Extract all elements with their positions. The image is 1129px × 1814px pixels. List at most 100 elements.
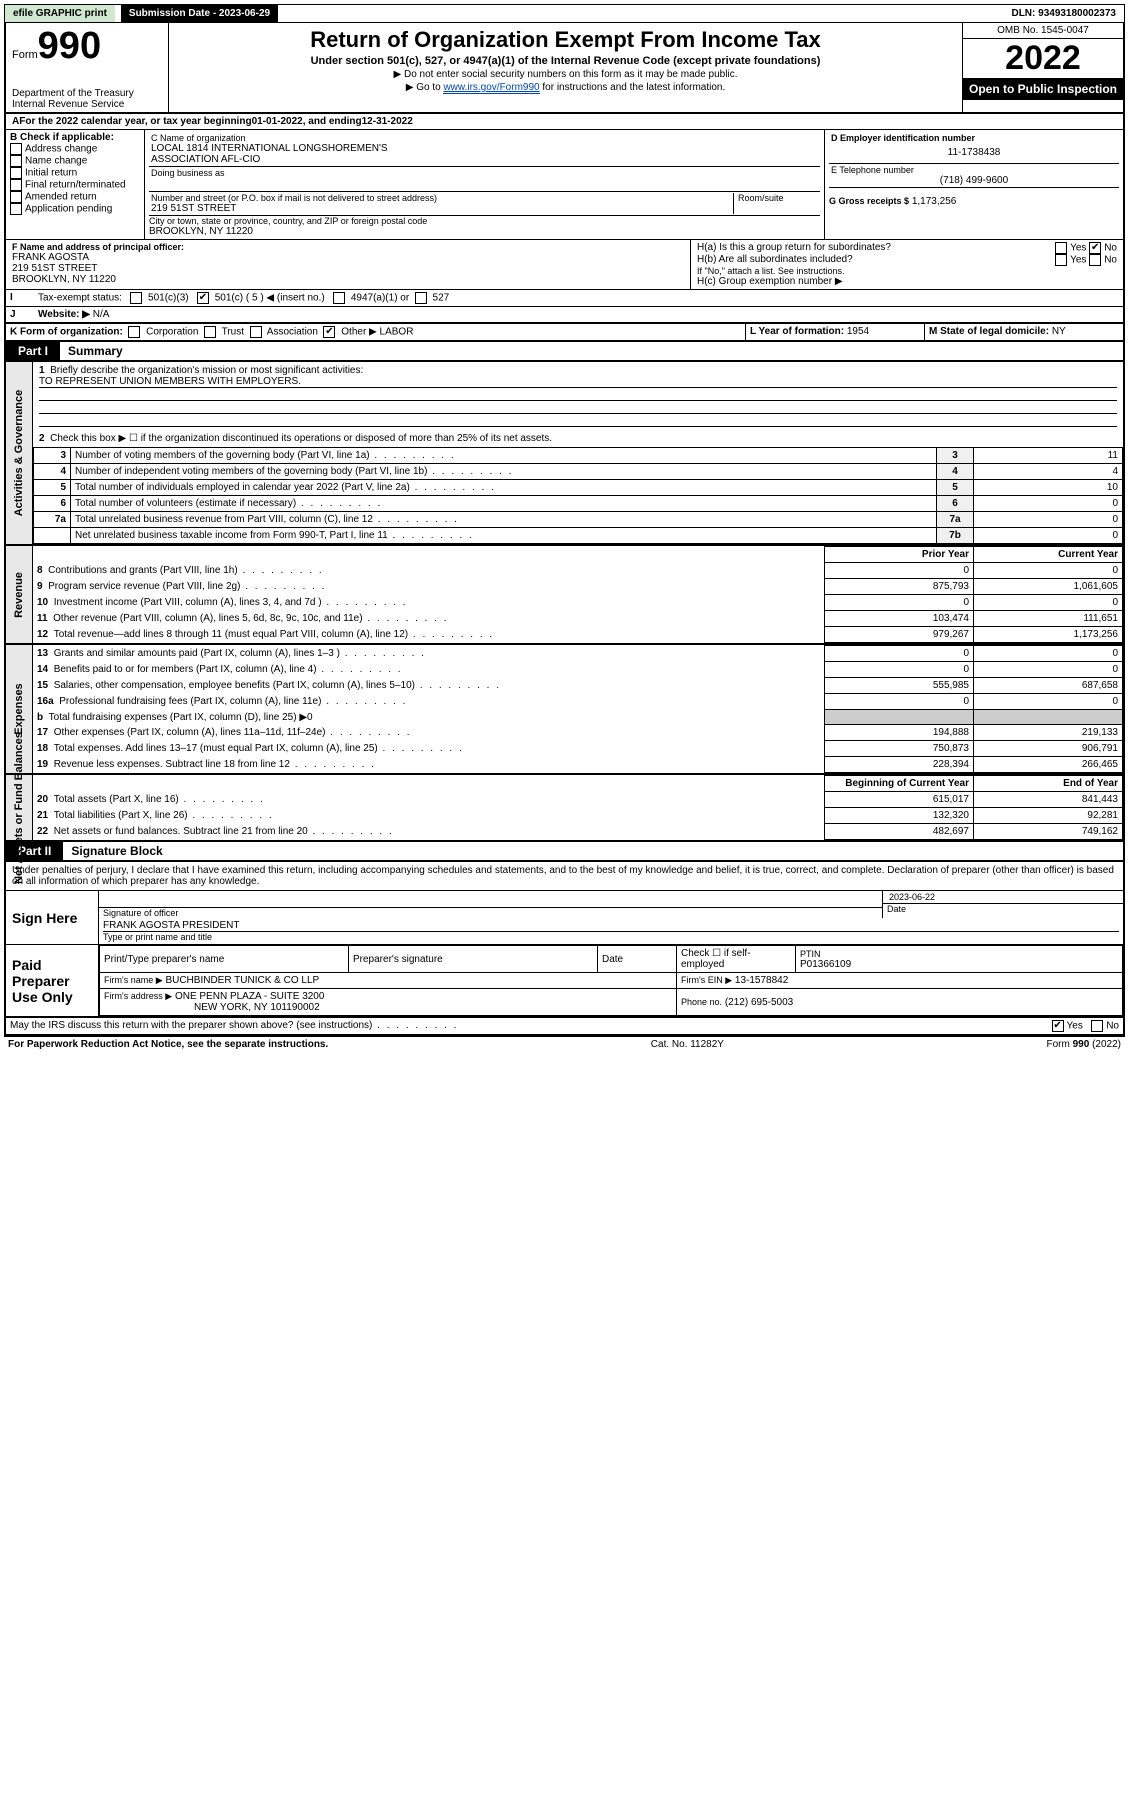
ha-no[interactable]: ✔	[1089, 242, 1101, 254]
lbl-final: Final return/terminated	[25, 180, 126, 191]
entity-block: B Check if applicable: Address change Na…	[4, 130, 1125, 240]
hb-yes[interactable]	[1055, 254, 1067, 266]
footer-left: For Paperwork Reduction Act Notice, see …	[8, 1039, 328, 1050]
chk-trust[interactable]	[204, 326, 216, 338]
irs-link[interactable]: www.irs.gov/Form990	[443, 82, 539, 94]
footer-right: Form 990 (2022)	[1047, 1039, 1121, 1050]
begin-val: 482,697	[825, 824, 974, 840]
m-val: NY	[1052, 326, 1066, 337]
part1-title: Summary	[60, 342, 131, 360]
box-b: B Check if applicable: Address change Na…	[6, 130, 145, 239]
discuss-no[interactable]	[1091, 1020, 1103, 1032]
efile-label[interactable]: efile GRAPHIC print	[5, 5, 115, 22]
period-mid: , and ending	[303, 116, 362, 127]
period-a-pre: A	[12, 116, 19, 127]
prior-val: 103,474	[825, 611, 974, 627]
l-label: L Year of formation:	[750, 326, 844, 337]
line-no: 6	[34, 496, 71, 512]
line-box: 6	[937, 496, 974, 512]
prior-val: 228,394	[825, 757, 974, 773]
part1-tab: Part I	[6, 342, 60, 360]
lbl-initial: Initial return	[25, 168, 77, 179]
exp-table: 13 Grants and similar amounts paid (Part…	[33, 645, 1123, 773]
declaration: Under penalties of perjury, I declare th…	[6, 862, 1123, 891]
lbl-pending: Application pending	[25, 204, 112, 215]
curr-val: 111,651	[974, 611, 1123, 627]
end-val: 841,443	[974, 792, 1123, 808]
line-val: 0	[974, 512, 1123, 528]
chk-4947[interactable]	[333, 292, 345, 304]
form-prefix: Form	[12, 49, 38, 61]
chk-corp[interactable]	[128, 326, 140, 338]
form-title: Return of Organization Exempt From Incom…	[179, 27, 952, 53]
curr-val: 0	[974, 563, 1123, 579]
chk-527[interactable]	[415, 292, 427, 304]
officer-addr2: BROOKLYN, NY 11220	[12, 274, 684, 285]
curr-val: 1,061,605	[974, 579, 1123, 595]
period-begin: 01-01-2022	[252, 116, 303, 127]
chk-initial[interactable]	[10, 167, 22, 179]
print-name-label: Type or print name and title	[103, 932, 1119, 942]
chk-pending[interactable]	[10, 203, 22, 215]
line-no: 4	[34, 464, 71, 480]
k-label: K Form of organization:	[10, 327, 123, 338]
c-label: C Name of organization	[151, 133, 818, 143]
line-val: 0	[974, 496, 1123, 512]
chk-other[interactable]: ✔	[323, 326, 335, 338]
dba-label: Doing business as	[151, 168, 818, 178]
chk-address[interactable]	[10, 143, 22, 155]
form-header: Form990 Department of the Treasury Inter…	[4, 23, 1125, 114]
sig-officer-label: Signature of officer	[99, 908, 882, 918]
firm-phone-label: Phone no.	[681, 997, 722, 1007]
other-val: LABOR	[380, 327, 414, 338]
chk-amended[interactable]	[10, 191, 22, 203]
net-table: Beginning of Current YearEnd of Year 20 …	[33, 775, 1123, 840]
omb-number: OMB No. 1545-0047	[963, 23, 1123, 39]
prior-val: 194,888	[825, 725, 974, 741]
h-date: Date	[598, 946, 677, 973]
firm-name-label: Firm's name ▶	[104, 975, 163, 985]
dln: DLN: 93493180002373	[1003, 5, 1124, 22]
irs-label: Internal Revenue Service	[12, 99, 162, 110]
q1: Briefly describe the organization's miss…	[50, 365, 363, 376]
chk-final[interactable]	[10, 179, 22, 191]
chk-name[interactable]	[10, 155, 22, 167]
form-subtitle: Under section 501(c), 527, or 4947(a)(1)…	[179, 55, 952, 67]
tax-status-row: I Tax-exempt status: 501(c)(3) ✔ 501(c) …	[4, 290, 1125, 307]
chk-501c[interactable]: ✔	[197, 292, 209, 304]
website-val: N/A	[93, 309, 110, 320]
ha-yes[interactable]	[1055, 242, 1067, 254]
part2-title: Signature Block	[63, 842, 170, 860]
curr-val: 0	[974, 694, 1123, 710]
line-no: 5	[34, 480, 71, 496]
line-desc: Total unrelated business revenue from Pa…	[71, 512, 937, 528]
chk-assoc[interactable]	[250, 326, 262, 338]
line-desc: Number of independent voting members of …	[71, 464, 937, 480]
begin-val: 615,017	[825, 792, 974, 808]
curr-val: 266,465	[974, 757, 1123, 773]
line-val: 4	[974, 464, 1123, 480]
discuss-yes[interactable]: ✔	[1052, 1020, 1064, 1032]
submission-date: Submission Date - 2023-06-29	[121, 5, 278, 22]
discuss-q: May the IRS discuss this return with the…	[10, 1020, 372, 1031]
tax-year: 2022	[963, 39, 1123, 78]
officer-print: FRANK AGOSTA PRESIDENT	[103, 920, 1119, 932]
q1-answer: TO REPRESENT UNION MEMBERS WITH EMPLOYER…	[39, 376, 1117, 388]
chk-501c3[interactable]	[130, 292, 142, 304]
prior-val: 0	[825, 595, 974, 611]
col-curr: Current Year	[974, 547, 1123, 563]
line-desc: Total number of individuals employed in …	[71, 480, 937, 496]
side-revenue: Revenue	[6, 546, 33, 643]
city-label: City or town, state or province, country…	[149, 216, 820, 226]
m-label: M State of legal domicile:	[929, 326, 1049, 337]
prior-val: 0	[825, 563, 974, 579]
curr-val: 906,791	[974, 741, 1123, 757]
f-label: F Name and address of principal officer:	[12, 242, 684, 252]
h-self: Check ☐ if self-employed	[677, 946, 796, 973]
prior-val: 875,793	[825, 579, 974, 595]
ssn-note: ▶ Do not enter social security numbers o…	[179, 69, 952, 80]
lbl-name-change: Name change	[25, 156, 87, 167]
curr-val: 219,133	[974, 725, 1123, 741]
hb-no[interactable]	[1089, 254, 1101, 266]
goto-pre: ▶ Go to	[406, 82, 444, 93]
